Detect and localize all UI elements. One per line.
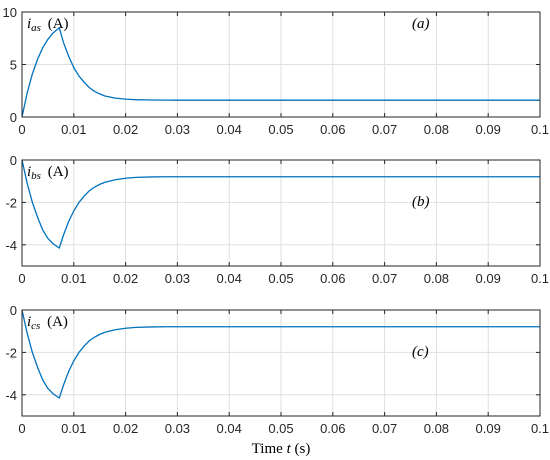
y-tick-label: 10 — [3, 5, 17, 20]
y-axis-label-var: i — [27, 16, 31, 32]
x-tick-label: 0.05 — [268, 271, 293, 286]
x-tick-label: 0.07 — [372, 271, 397, 286]
y-tick-label: 0 — [10, 110, 17, 125]
y-axis-label-var: i — [27, 314, 31, 330]
x-tick-label: 0.03 — [165, 271, 190, 286]
y-tick-label: 0 — [10, 153, 17, 168]
x-tick-label: 0.06 — [320, 421, 345, 436]
y-axis-label-sub: as — [31, 22, 41, 34]
y-axis-label-sub: bs — [31, 170, 41, 182]
x-tick-label: 0.04 — [217, 122, 242, 137]
y-tick-label: 0 — [10, 303, 17, 318]
x-tick-label: 0.01 — [61, 122, 86, 137]
y-axis-label-sub: cs — [31, 320, 40, 332]
x-tick-label: 0.06 — [320, 122, 345, 137]
y-axis-label-unit: (A) — [44, 16, 69, 32]
chart-panel-2: 0 0.01 0.02 0.03 0.04 0.05 0.06 0.07 0.08 0.09 0.1… — [5, 153, 549, 286]
y-axis-label: ibs (A) — [27, 164, 69, 182]
x-tick-label: 0.09 — [476, 271, 501, 286]
x-tick-label: 0.08 — [424, 122, 449, 137]
x-tick-label: 0.09 — [476, 421, 501, 436]
y-tick-label: 5 — [10, 58, 17, 73]
x-axis-label-text: Time — [252, 441, 287, 457]
panel-label: (a) — [412, 16, 430, 32]
y-axis-label: ics (A) — [27, 314, 68, 332]
y-tick-label: -2 — [5, 345, 17, 360]
x-tick-label: 0.08 — [424, 421, 449, 436]
x-tick-label: 0.1 — [531, 122, 549, 137]
x-tick-label: 0.03 — [165, 421, 190, 436]
x-tick-label: 0.02 — [113, 122, 138, 137]
y-tick-label: -4 — [5, 388, 17, 403]
x-tick-label: 0.08 — [424, 271, 449, 286]
x-axis-label-unit: (s) — [291, 441, 311, 457]
y-axis-label-var: i — [27, 164, 31, 180]
x-tick-label: 0.06 — [320, 271, 345, 286]
x-tick-label: 0 — [18, 271, 25, 286]
x-axis-label: Time t (s) — [252, 441, 311, 457]
x-tick-label: 0.07 — [372, 122, 397, 137]
x-tick-label: 0.07 — [372, 421, 397, 436]
x-tick-label: 0 — [18, 421, 25, 436]
y-axis-label-unit: (A) — [43, 314, 68, 330]
x-axis-label-var: t — [287, 441, 292, 457]
x-tick-label: 0.02 — [113, 421, 138, 436]
series-line — [21, 309, 540, 400]
y-tick-label: -2 — [5, 195, 17, 210]
x-tick-label: 0.1 — [531, 421, 549, 436]
x-tick-label: 0.05 — [268, 421, 293, 436]
panel-label: (c) — [412, 344, 429, 360]
x-tick-label: 0.05 — [268, 122, 293, 137]
x-tick-label: 0.02 — [113, 271, 138, 286]
panel-label: (b) — [412, 194, 430, 210]
chart-panel-1: 0 0.01 0.02 0.03 0.04 0.05 0.06 0.07 0.08 0.09 0.1… — [3, 5, 550, 137]
y-axis-label: ias (A) — [27, 16, 69, 34]
x-tick-label: 0.1 — [531, 271, 549, 286]
x-tick-label: 0.09 — [476, 122, 501, 137]
series-line — [21, 26, 540, 118]
x-tick-label: 0.04 — [217, 421, 242, 436]
y-tick-label: -4 — [5, 238, 17, 253]
series-line — [21, 159, 540, 250]
y-axis-label-unit: (A) — [44, 164, 69, 180]
x-tick-label: 0.01 — [61, 271, 86, 286]
x-tick-label: 0 — [18, 122, 25, 137]
x-tick-label: 0.03 — [165, 122, 190, 137]
x-tick-label: 0.04 — [217, 271, 242, 286]
x-tick-label: 0.01 — [61, 421, 86, 436]
chart-panel-3: 0 0.01 0.02 0.03 0.04 0.05 0.06 0.07 0.08 0.09 0.1… — [5, 303, 549, 457]
